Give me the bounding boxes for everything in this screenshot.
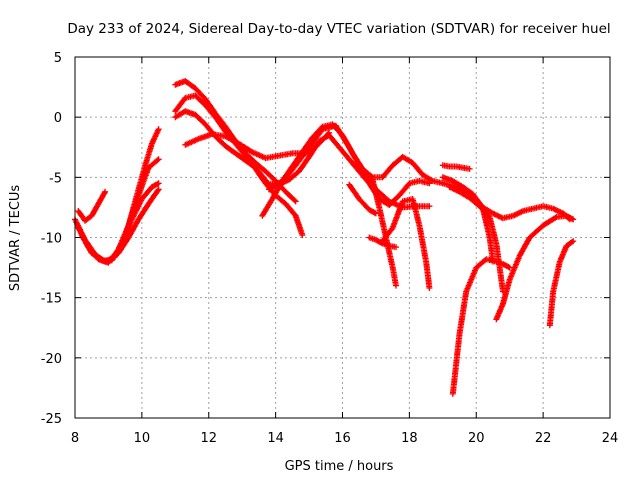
y-tick-label: -25 [41,412,62,427]
y-tick-label: -20 [41,352,62,367]
x-tick-label: 14 [267,431,284,446]
series-track-04 [105,186,162,264]
point-markers [449,256,513,397]
series-track-15 [346,181,379,217]
x-tick-label: 12 [200,431,217,446]
series-track-19 [439,174,496,265]
x-tick-label: 16 [334,431,351,446]
series-track-10 [259,121,446,219]
grid [75,57,610,418]
series-track-20 [449,256,513,397]
x-tick-label: 20 [468,431,485,446]
y-axis-label: SDTVAR / TECUs [8,185,23,292]
series-track-16 [439,162,473,172]
point-markers [105,186,162,264]
y-tick-label: 0 [54,111,62,126]
point-markers [493,212,577,323]
point-markers [439,162,473,172]
x-tick-label: 22 [535,431,552,446]
x-tick-label: 24 [602,431,619,446]
series-track-21 [493,212,577,323]
data-points [72,78,577,397]
y-tick-label: 5 [54,51,62,66]
chart-title: Day 233 of 2024, Sidereal Day-to-day VTE… [67,21,610,37]
x-tick-label: 8 [71,431,79,446]
point-markers [346,181,379,217]
series-track-22 [546,238,577,329]
ticks: 8 10 12 14 16 18 20 22 24 5 0 -5 -10 -15 -20 -25 [41,51,619,446]
y-tick-label: -10 [41,232,62,247]
y-tick-label: -5 [49,171,62,186]
x-tick-label: 18 [401,431,418,446]
x-axis-label: GPS time / hours [285,459,394,474]
point-markers [259,121,446,219]
point-markers [546,238,577,329]
series-track-05 [75,188,109,224]
point-markers [439,174,496,265]
point-markers [75,188,109,224]
y-tick-label: -15 [41,292,62,307]
x-tick-label: 10 [134,431,151,446]
series-track-14 [366,234,399,251]
point-markers [366,234,399,251]
